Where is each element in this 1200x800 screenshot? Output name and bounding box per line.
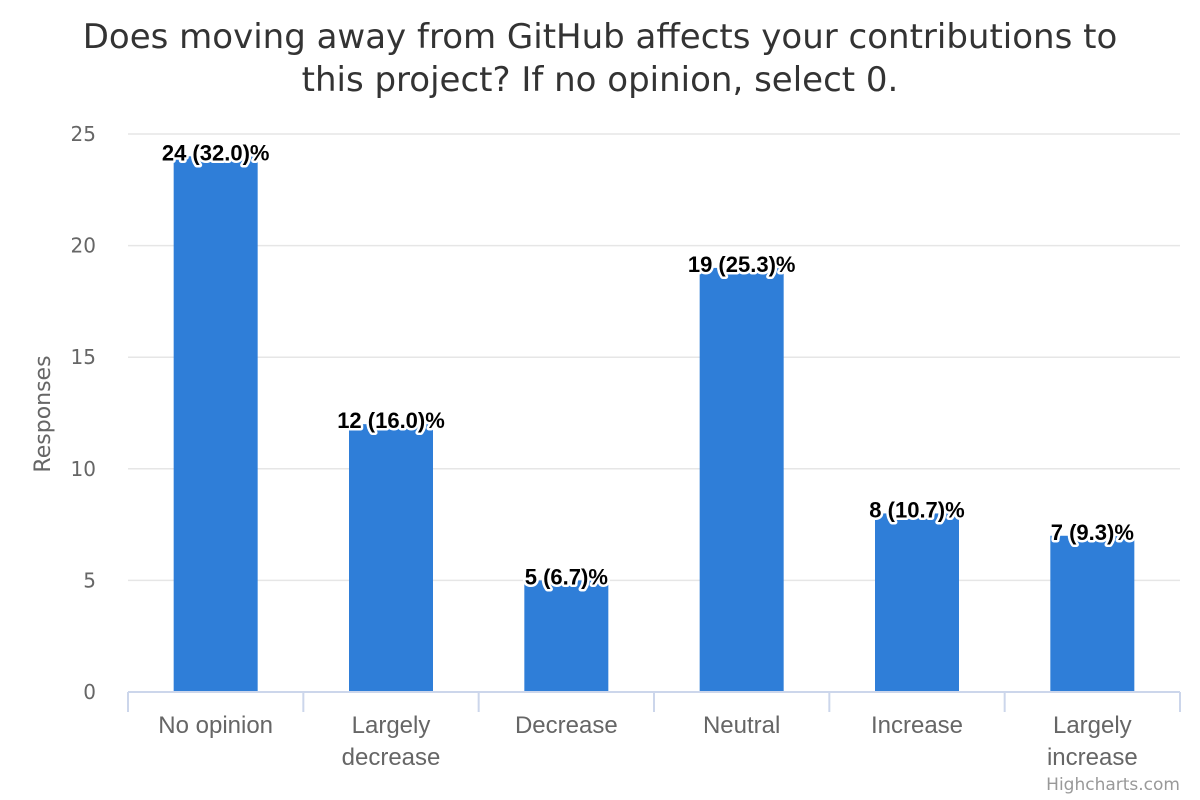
x-axis: [127, 691, 1181, 712]
y-tick-label: 10: [71, 457, 96, 481]
x-tick-label: No opinion: [158, 712, 273, 739]
bar[interactable]: [699, 267, 784, 692]
y-axis-ticks: 0 5 10 15 20 25: [71, 122, 96, 704]
x-tick-label: Largely: [352, 712, 431, 739]
x-axis-ticks: No opinion Largely decrease Decrease Neutral…: [158, 712, 1137, 771]
x-tick-label: Neutral: [703, 712, 780, 739]
gridlines: [128, 133, 1180, 582]
data-label: 12 (16.0)%: [337, 408, 445, 433]
chart-title-line-2: this project? If no opinion, select 0.: [302, 60, 899, 100]
y-axis-label: Responses: [31, 355, 56, 472]
y-tick-label: 5: [83, 568, 96, 592]
data-labels: 24 (32.0)% 12 (16.0)% 5 (6.7)% 19 (25.3)% 8 …: [159, 138, 1136, 592]
data-label: 19 (25.3)%: [688, 252, 796, 277]
data-label: 5 (6.7)%: [525, 564, 608, 589]
data-label: 24 (32.0)%: [162, 140, 270, 165]
data-label: 7 (9.3)%: [1051, 520, 1134, 545]
x-tick-label: Decrease: [515, 712, 618, 739]
y-tick-label: 20: [71, 234, 96, 258]
data-label: 8 (10.7)%: [869, 497, 964, 522]
bar[interactable]: [173, 156, 258, 692]
x-tick-label: Largely: [1053, 712, 1132, 739]
x-tick-label: Increase: [871, 712, 963, 739]
bars: [173, 156, 1135, 692]
y-tick-label: 15: [71, 345, 96, 369]
bar[interactable]: [349, 424, 433, 692]
y-tick-label: 25: [71, 122, 96, 146]
bar[interactable]: [524, 580, 609, 692]
x-tick-label: decrease: [342, 744, 441, 771]
bar[interactable]: [875, 513, 959, 692]
y-tick-label: 0: [83, 680, 96, 704]
chart-title-line-1: Does moving away from GitHub affects you…: [83, 17, 1118, 57]
chart-title: Does moving away from GitHub affects you…: [83, 17, 1118, 100]
credits-link[interactable]: Highcharts.com: [1046, 775, 1180, 795]
x-tick-label: increase: [1047, 744, 1138, 771]
bar[interactable]: [1050, 535, 1135, 692]
